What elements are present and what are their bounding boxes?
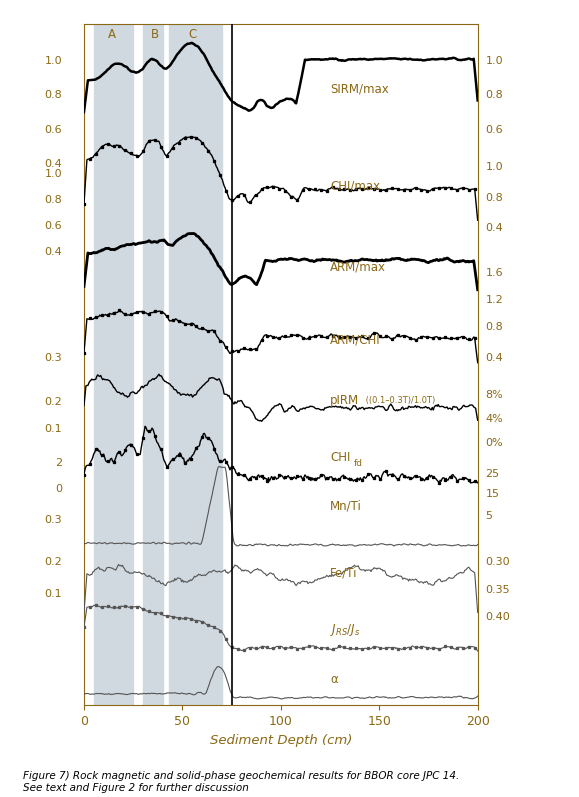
Text: 4%: 4% bbox=[486, 414, 503, 424]
Text: 0.35: 0.35 bbox=[486, 584, 510, 595]
Text: Figure 7) Rock magnetic and solid-phase geochemical results for BBOR core JPC 14: Figure 7) Rock magnetic and solid-phase … bbox=[23, 771, 459, 793]
Text: 0.1: 0.1 bbox=[45, 589, 63, 599]
Text: Mn/Ti: Mn/Ti bbox=[330, 499, 362, 512]
Text: 0.40: 0.40 bbox=[486, 612, 510, 622]
Text: 1.0: 1.0 bbox=[45, 169, 63, 179]
Text: 8%: 8% bbox=[486, 391, 503, 400]
Text: B: B bbox=[151, 28, 159, 41]
X-axis label: Sediment Depth (cm): Sediment Depth (cm) bbox=[210, 733, 352, 747]
Text: CHI: CHI bbox=[330, 451, 350, 465]
Text: $J_{RS}$/$J_s$: $J_{RS}$/$J_s$ bbox=[330, 622, 360, 638]
Text: pIRM: pIRM bbox=[330, 394, 359, 406]
Text: 0.2: 0.2 bbox=[45, 557, 63, 567]
Text: 25: 25 bbox=[486, 469, 500, 479]
Bar bbox=[168, 24, 222, 705]
Text: 0.2: 0.2 bbox=[45, 397, 63, 407]
Text: fd: fd bbox=[354, 459, 362, 468]
Text: 0.4: 0.4 bbox=[45, 246, 63, 257]
Text: SIRM/max: SIRM/max bbox=[330, 82, 389, 95]
Text: 1.2: 1.2 bbox=[486, 295, 503, 305]
Text: A: A bbox=[108, 28, 116, 41]
Text: Fe/Ti: Fe/Ti bbox=[330, 567, 357, 579]
Text: 2: 2 bbox=[55, 458, 63, 469]
Text: 0.6: 0.6 bbox=[45, 221, 63, 230]
Text: 0%: 0% bbox=[486, 438, 503, 448]
Bar bbox=[143, 24, 163, 705]
Text: 1.0: 1.0 bbox=[486, 162, 503, 172]
Text: 1.0: 1.0 bbox=[45, 57, 63, 66]
Text: 1.6: 1.6 bbox=[486, 268, 503, 277]
Text: CHI/max: CHI/max bbox=[330, 179, 380, 193]
Text: 0.8: 0.8 bbox=[486, 322, 503, 332]
Text: 0: 0 bbox=[56, 484, 63, 493]
Text: 0.1: 0.1 bbox=[45, 424, 63, 434]
Text: ((0.1–0.3T)/1.0T): ((0.1–0.3T)/1.0T) bbox=[364, 395, 436, 405]
Text: 0.8: 0.8 bbox=[45, 194, 63, 205]
Bar bbox=[94, 24, 133, 705]
Text: 0.6: 0.6 bbox=[45, 124, 63, 135]
Text: 0.4: 0.4 bbox=[486, 223, 503, 234]
Text: 1.0: 1.0 bbox=[486, 57, 503, 66]
Text: 15: 15 bbox=[486, 489, 500, 499]
Text: 0.3: 0.3 bbox=[45, 353, 63, 363]
Text: 0.6: 0.6 bbox=[486, 124, 503, 135]
Text: ARM/CHI: ARM/CHI bbox=[330, 334, 380, 347]
Text: 0.4: 0.4 bbox=[486, 353, 503, 363]
Text: α: α bbox=[330, 673, 338, 686]
Text: 5: 5 bbox=[486, 511, 493, 521]
Text: 0.30: 0.30 bbox=[486, 557, 510, 567]
Text: 0.8: 0.8 bbox=[486, 193, 503, 202]
Text: 0.8: 0.8 bbox=[45, 91, 63, 100]
Text: 0.3: 0.3 bbox=[45, 515, 63, 525]
Text: C: C bbox=[188, 28, 196, 41]
Text: 0.4: 0.4 bbox=[45, 159, 63, 169]
Text: 0.8: 0.8 bbox=[486, 91, 503, 100]
Text: ARM/max: ARM/max bbox=[330, 261, 386, 273]
